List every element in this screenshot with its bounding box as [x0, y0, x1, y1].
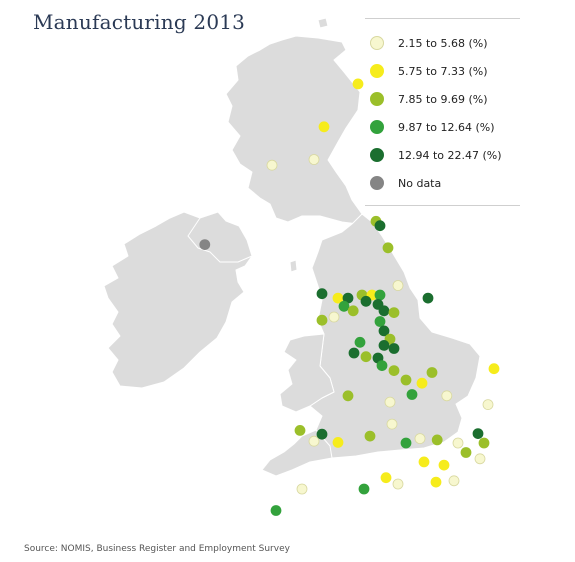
- map-point: [376, 360, 388, 372]
- orkney-shape: [317, 17, 329, 29]
- legend-swatch: [370, 176, 384, 190]
- wales-shape: [279, 333, 335, 413]
- legend-item: 7.85 to 9.69 (%): [365, 85, 520, 113]
- map-point: [338, 300, 350, 312]
- map-point: [374, 289, 386, 301]
- map-point: [378, 325, 390, 337]
- legend-label: 12.94 to 22.47 (%): [398, 148, 502, 162]
- map-point: [400, 374, 412, 386]
- map-point: [342, 390, 354, 402]
- legend-label: 2.15 to 5.68 (%): [398, 36, 488, 50]
- map-point: [460, 447, 472, 458]
- map-point: [270, 505, 282, 516]
- map-point: [438, 459, 450, 471]
- map-point: [382, 242, 394, 254]
- map-point: [316, 288, 328, 300]
- map-point: [308, 154, 320, 165]
- map-point: [452, 437, 464, 449]
- map-point: [199, 239, 211, 251]
- legend-swatch: [370, 120, 384, 134]
- map-point: [482, 399, 494, 411]
- map-point: [380, 472, 392, 484]
- map-point: [328, 311, 340, 323]
- map-point: [374, 220, 386, 232]
- map-point: [441, 390, 453, 402]
- map-point: [406, 389, 418, 400]
- legend-label: 7.85 to 9.69 (%): [398, 92, 488, 106]
- legend-item: No data: [365, 169, 520, 197]
- map-point: [422, 292, 434, 304]
- legend-label: 9.87 to 12.64 (%): [398, 120, 495, 134]
- map-point: [392, 280, 404, 291]
- map-point: [266, 159, 278, 171]
- legend-item: 9.87 to 12.64 (%): [365, 113, 520, 141]
- map-point: [388, 343, 400, 354]
- map-point: [316, 314, 328, 326]
- map-point: [400, 437, 412, 449]
- map-point: [352, 78, 364, 90]
- map-point: [294, 424, 306, 436]
- map-point: [348, 347, 360, 359]
- map-point: [364, 430, 376, 442]
- map-point: [414, 433, 426, 445]
- map-point: [386, 418, 398, 430]
- legend-swatch: [370, 36, 384, 50]
- map-point: [488, 363, 500, 375]
- map-point: [360, 351, 372, 363]
- map-point: [426, 367, 438, 378]
- map-point: [430, 476, 442, 488]
- map-point: [318, 121, 330, 133]
- source-note: Source: NOMIS, Business Register and Emp…: [24, 544, 290, 554]
- map-point: [388, 307, 400, 319]
- map-point: [478, 437, 490, 449]
- map-point: [354, 336, 366, 348]
- map-point: [472, 428, 484, 440]
- legend-swatch: [370, 64, 384, 78]
- legend-item: 2.15 to 5.68 (%): [365, 29, 520, 57]
- map-point: [384, 396, 396, 408]
- map-point: [360, 295, 372, 307]
- map-point: [296, 483, 308, 495]
- map-point: [332, 436, 344, 448]
- map-point: [392, 478, 404, 490]
- map-point: [474, 453, 486, 465]
- legend-item: 12.94 to 22.47 (%): [365, 141, 520, 169]
- map-point: [416, 377, 428, 389]
- legend-label: 5.75 to 7.33 (%): [398, 64, 488, 78]
- map-title: Manufacturing 2013: [33, 10, 246, 34]
- map-point: [378, 339, 390, 351]
- map-point: [388, 365, 400, 377]
- legend-label: No data: [398, 176, 442, 190]
- legend-swatch: [370, 92, 384, 106]
- map-legend: 2.15 to 5.68 (%) 5.75 to 7.33 (%) 7.85 t…: [365, 18, 520, 206]
- map-point: [308, 435, 320, 447]
- isle-of-man-shape: [289, 259, 298, 273]
- map-point: [431, 434, 443, 446]
- map-point: [316, 428, 328, 440]
- map-point: [374, 316, 386, 327]
- legend-swatch: [370, 148, 384, 162]
- legend-item: 5.75 to 7.33 (%): [365, 57, 520, 85]
- map-point: [418, 456, 430, 468]
- map-point: [448, 475, 460, 487]
- map-point: [378, 305, 390, 317]
- map-point: [347, 305, 359, 317]
- scotland-shape: [225, 35, 363, 225]
- map-point: [358, 483, 370, 495]
